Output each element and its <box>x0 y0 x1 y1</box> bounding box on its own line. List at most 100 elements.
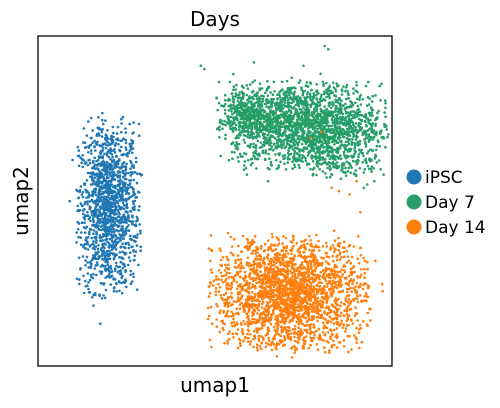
data-point <box>333 124 337 127</box>
data-point <box>282 261 286 265</box>
data-point <box>230 291 233 295</box>
data-point <box>309 267 313 270</box>
data-point <box>92 232 95 235</box>
data-point <box>125 205 128 209</box>
data-point <box>294 107 297 111</box>
data-point <box>137 122 141 126</box>
data-point <box>362 186 366 190</box>
data-point <box>105 232 109 235</box>
data-point <box>293 339 297 343</box>
data-point <box>375 161 379 164</box>
data-point <box>290 101 294 105</box>
data-point <box>97 116 100 119</box>
data-point <box>292 92 296 96</box>
data-point <box>237 142 241 146</box>
data-point <box>132 235 135 238</box>
data-point <box>124 278 127 282</box>
data-point <box>298 166 301 169</box>
data-point <box>303 125 307 128</box>
data-point <box>239 322 243 325</box>
data-point <box>131 147 135 150</box>
data-point <box>251 317 254 321</box>
data-point <box>109 251 112 255</box>
data-point <box>260 102 263 106</box>
data-point <box>374 94 377 97</box>
data-point <box>92 220 95 224</box>
data-point <box>84 162 87 165</box>
data-point <box>125 177 128 181</box>
data-point <box>357 331 361 335</box>
data-point <box>286 86 290 90</box>
data-point <box>98 156 101 160</box>
data-point <box>234 147 238 150</box>
data-point <box>252 97 255 101</box>
data-point <box>224 133 227 137</box>
data-point <box>236 156 240 159</box>
data-point <box>362 320 365 323</box>
data-point <box>338 146 341 149</box>
data-point <box>238 113 241 117</box>
data-point <box>96 180 99 184</box>
data-point <box>78 208 82 212</box>
data-point <box>100 224 104 228</box>
data-point <box>333 94 336 97</box>
data-point <box>235 115 238 119</box>
data-point <box>310 149 313 152</box>
data-point <box>89 149 93 152</box>
data-point <box>354 144 357 147</box>
data-point <box>295 126 299 130</box>
data-point <box>350 129 354 132</box>
data-point <box>361 287 365 291</box>
data-point <box>296 152 300 156</box>
data-point <box>340 88 344 91</box>
data-point <box>235 94 238 97</box>
data-point <box>138 223 141 226</box>
data-point <box>263 144 266 147</box>
data-point <box>82 127 86 130</box>
data-point <box>237 103 240 107</box>
data-point <box>129 174 133 177</box>
data-point <box>95 273 98 277</box>
data-point <box>120 291 124 295</box>
data-point <box>252 117 255 120</box>
data-point <box>246 241 250 244</box>
data-point <box>350 255 354 259</box>
data-point <box>370 170 374 173</box>
data-point <box>133 254 136 258</box>
data-point <box>321 156 325 159</box>
data-point <box>359 294 362 297</box>
data-point <box>240 96 244 100</box>
data-point <box>275 355 279 358</box>
data-point <box>101 239 104 242</box>
data-point <box>122 203 126 207</box>
data-point <box>303 111 307 115</box>
data-point <box>321 142 324 145</box>
data-point <box>119 216 123 219</box>
data-point <box>358 167 362 170</box>
data-point <box>243 152 246 155</box>
data-point <box>122 161 126 164</box>
data-point <box>312 166 316 170</box>
data-point <box>232 118 236 122</box>
data-point <box>82 291 86 295</box>
data-point <box>250 157 254 161</box>
data-point <box>287 121 291 124</box>
data-point <box>297 130 300 134</box>
data-point <box>336 132 340 135</box>
data-point <box>88 291 92 294</box>
data-point <box>323 92 326 96</box>
data-point <box>249 272 252 275</box>
data-point <box>361 133 365 137</box>
data-point <box>132 275 135 279</box>
data-point <box>369 319 372 322</box>
data-point <box>280 89 284 92</box>
data-point <box>271 123 274 126</box>
data-point <box>119 221 122 225</box>
data-point <box>376 111 379 115</box>
data-point <box>131 140 135 143</box>
data-point <box>90 228 93 231</box>
data-point <box>91 218 95 221</box>
data-point <box>130 142 134 145</box>
data-point <box>305 104 309 108</box>
data-point <box>129 167 132 170</box>
